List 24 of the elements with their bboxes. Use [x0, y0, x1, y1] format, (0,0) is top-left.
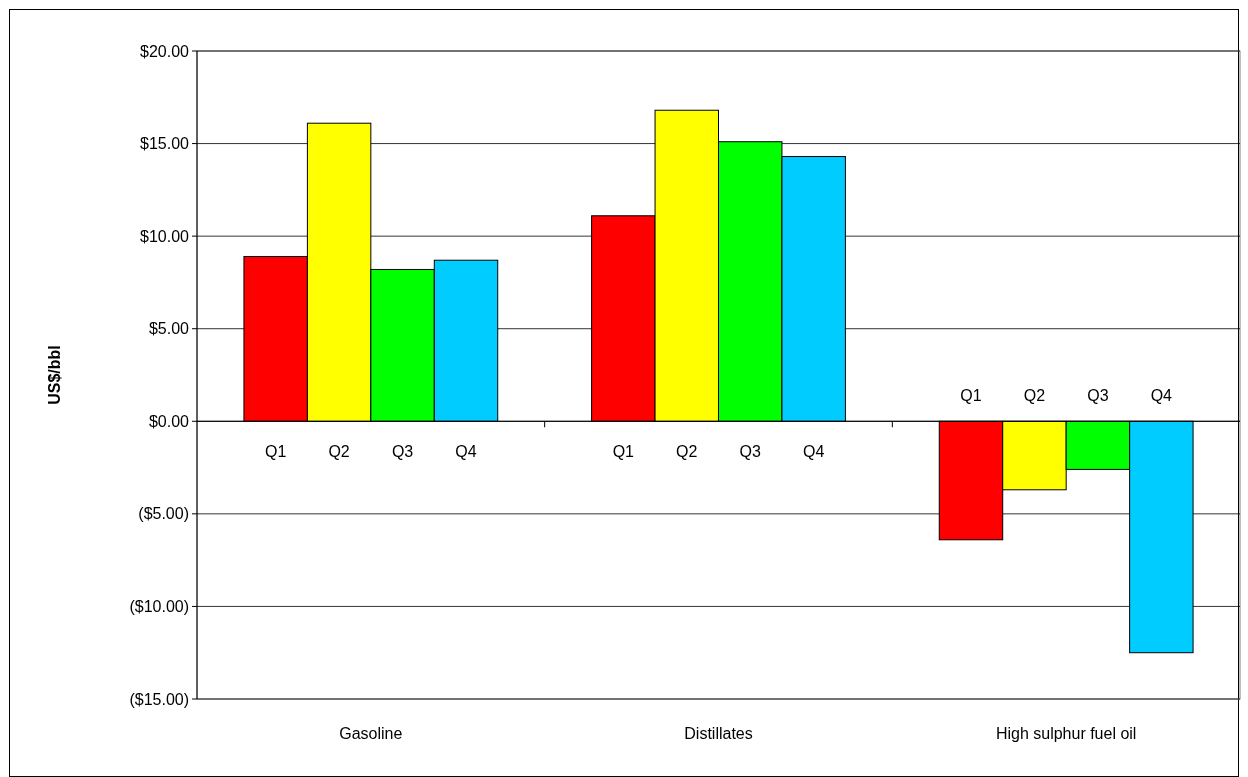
text: Q2 — [328, 443, 350, 461]
y-tick-label: ($5.00) — [138, 505, 189, 523]
y-tick-label: $20.00 — [140, 42, 190, 60]
text: Q4 — [803, 443, 825, 461]
text: Q1 — [264, 443, 287, 461]
text: Q2 — [676, 443, 698, 461]
y-tick-label: $5.00 — [148, 320, 190, 338]
series-label: Q1 — [960, 387, 982, 405]
y-tick-label: $0.00 — [148, 412, 190, 430]
y-tick-label: ($15.00) — [129, 690, 189, 708]
y-tick-label: $10.00 — [140, 227, 190, 245]
x-tick-label: Distillates — [684, 725, 753, 742]
text: Q4 — [455, 443, 477, 461]
x-tick-label: Gasoline — [339, 725, 403, 742]
y-axis-title: US$/bbl — [46, 345, 63, 405]
y-tick-label: $15.00 — [140, 135, 190, 153]
y-tick-label: ($10.00) — [129, 598, 189, 616]
series-label: Q2 — [1023, 387, 1046, 405]
text: Q3 — [739, 443, 761, 461]
x-tick-label: High sulphur fuel oil — [995, 725, 1137, 742]
series-label: Q3 — [1087, 387, 1109, 405]
text: Q3 — [391, 443, 414, 461]
text: Q1 — [612, 443, 634, 461]
series-label: Q4 — [1150, 387, 1173, 405]
